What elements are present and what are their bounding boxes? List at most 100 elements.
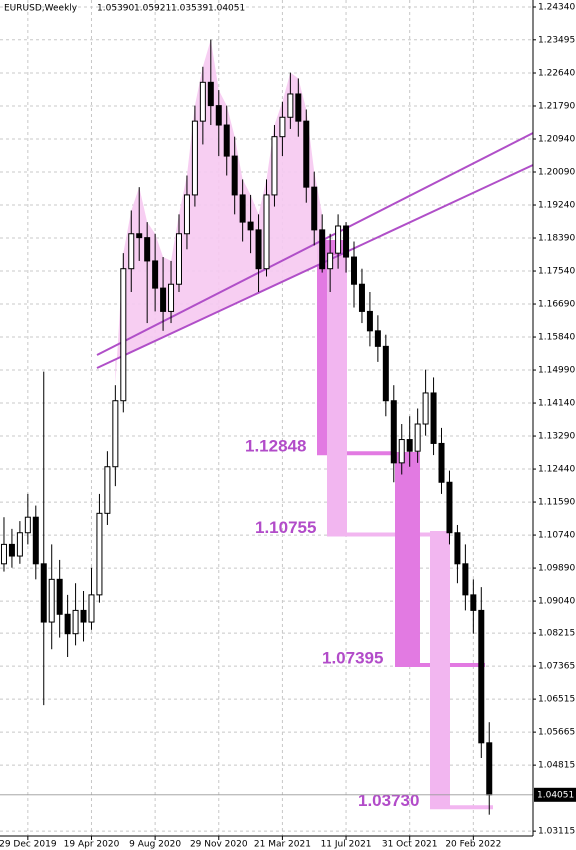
candle-body [247,221,254,231]
y-tick-label: 1.09890 [538,564,575,574]
y-tick-label: 1.16690 [538,300,575,310]
candle-body [414,423,421,452]
ohlc-high: 1.05921 [134,4,171,14]
x-tick-label: 20 Feb 2022 [445,840,501,850]
y-tick-label: 1.23495 [538,35,575,45]
candle-body [239,194,246,223]
ohlc-low: 1.03539 [171,4,208,14]
y-tick-label: 1.24340 [538,2,575,12]
candle-body [454,532,461,565]
candle-body [335,225,342,254]
y-tick-label: 1.15840 [538,333,575,343]
candle-body [223,124,230,157]
levels: 1.12848 1.10755 1.07395 1.03730 [245,240,493,810]
price-box [534,787,576,802]
candle-body [374,330,381,347]
candle-body [263,194,270,270]
candle-body [390,400,397,464]
candle-body [160,287,167,312]
candle-body [446,481,453,534]
y-tick-label: 1.05665 [538,728,575,738]
y-tick-label: 1.14140 [538,399,575,409]
y-tick-label: 1.03115 [538,827,575,837]
y-tick-label: 1.17540 [538,267,575,277]
candle-body [271,136,278,196]
y-tick-label: 1.20940 [538,135,575,145]
level-label: 1.12848 [245,437,306,456]
candle-body [144,237,151,262]
y-tick-label: 1.07365 [538,662,575,672]
candle-body [279,116,286,138]
candle-body [327,252,334,270]
trend-line [96,132,534,356]
y-tick-label: 1.06515 [538,695,575,705]
candle-body [215,105,222,126]
candle-body [120,268,127,402]
x-tick-label: 19 Apr 2020 [64,840,120,850]
y-tick-label: 1.13290 [538,432,575,442]
candle-body [104,466,111,514]
candle-body [96,512,103,596]
candle-body [319,229,326,270]
candle-body [287,93,294,118]
candle-body [175,233,182,285]
level-box [430,531,450,808]
candle-body [136,233,143,239]
candle-body [462,563,469,596]
y-tick-label: 1.12440 [538,465,575,475]
candle-body [56,578,63,615]
level-label: 1.03730 [358,791,419,810]
candle-body [406,439,413,452]
candle-body [422,392,429,425]
candle-body [183,194,190,235]
y-tick-label: 1.04815 [538,761,575,771]
candle-body [343,225,350,258]
candle-body [478,609,485,744]
x-tick-label: 11 Jul 2021 [321,840,372,850]
candle-body [88,594,95,623]
candle-body [64,613,71,635]
y-tick-label: 1.10740 [538,531,575,541]
candle-body [112,400,119,468]
price-label: 1.04051 [537,790,574,800]
x-tick-label: 21 Mar 2021 [254,840,311,850]
y-tick-label: 1.08215 [538,629,575,639]
candle-body [311,186,318,231]
candle-body [398,439,405,464]
y-tick-label: 1.14990 [538,366,575,376]
level-label: 1.07395 [322,648,383,667]
symbol: EURUSD,Weekly [4,4,78,14]
y-tick-label: 1.11590 [538,498,575,508]
candle-body [207,81,214,107]
ohlc-open: 1.05390 [97,4,134,14]
candle-body [199,81,206,122]
candle-body [470,594,477,611]
level-label: 1.10755 [255,518,316,537]
x-tick-label: 29 Dec 2019 [0,840,57,850]
y-tick-label: 1.19240 [538,201,575,211]
candle-body [366,310,373,332]
level-box [395,452,420,665]
candle-body [0,543,7,565]
candle-body [358,283,365,312]
ohlc-close: 1.04051 [208,4,245,14]
candle-body [168,283,175,312]
candle-body [48,578,55,623]
candle-body [80,609,87,623]
candle-body [24,516,31,534]
x-tick-label: 29 Nov 2020 [190,840,248,850]
candle-body [40,563,47,623]
candle-body [16,532,23,557]
candle-body [486,742,493,796]
x-tick-label: 31 Oct 2021 [382,840,438,850]
candle-body [128,233,135,270]
y-tick-label: 1.18390 [538,234,575,244]
x-tick-label: 9 Aug 2020 [129,840,181,850]
candle-body [430,392,437,444]
candle-body [72,609,79,635]
y-tick-label: 1.21790 [538,102,575,112]
trend-line [96,164,534,369]
y-tick-label: 1.09040 [538,597,575,607]
